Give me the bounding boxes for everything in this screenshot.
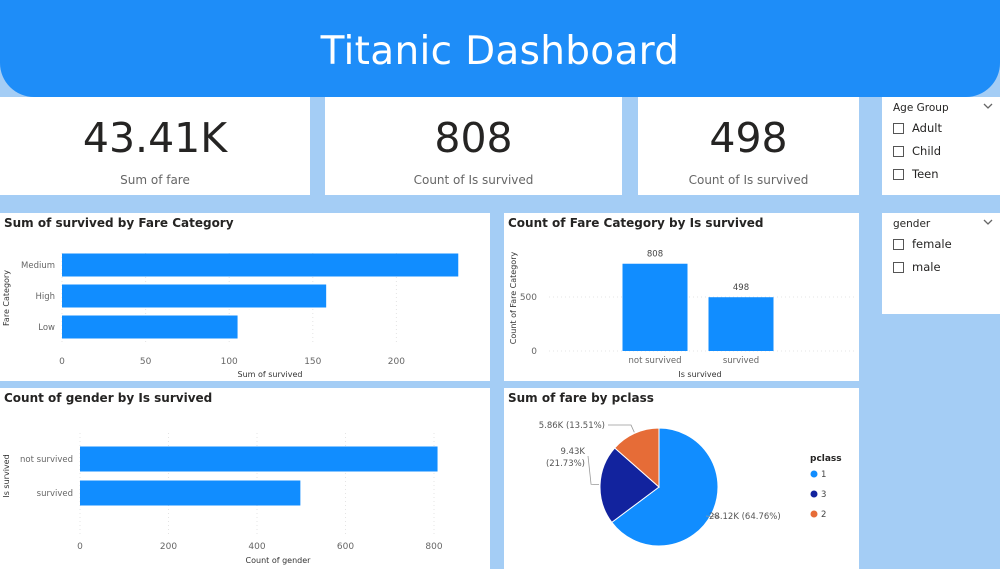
x-tick-label: 200 — [388, 357, 405, 367]
kpi-value: 43.41K — [82, 114, 228, 162]
data-label: 28.12K (64.76%) — [709, 512, 781, 522]
chart-fare-by-pclass[interactable]: Sum of fare by pclass 28.12K (64.76%) 9.4… — [504, 388, 859, 569]
y-tick-label: 0 — [531, 347, 537, 357]
category-label: Medium — [21, 261, 55, 271]
x-tick-label: 800 — [425, 542, 442, 552]
kpi-value: 498 — [709, 114, 788, 162]
y-axis-title: Count of Fare Category — [509, 252, 518, 345]
bar-chart-fare-category: 0 50 100 150 200 Medium High Low Sum of survived… — [2, 253, 459, 379]
x-tick-label: 600 — [337, 542, 354, 552]
kpi-card-count-survived[interactable]: 498 Count of Is survived — [638, 97, 859, 195]
leader-line — [607, 424, 635, 433]
category-label: Low — [38, 323, 55, 333]
kpi-card-sum-of-fare[interactable]: 43.41K Sum of fare — [0, 97, 310, 195]
slicer-option-male[interactable]: male — [893, 260, 941, 274]
checkbox[interactable] — [893, 261, 904, 273]
data-label: 9.43K — [561, 447, 586, 457]
option-label: Adult — [912, 121, 942, 135]
checkbox[interactable] — [893, 238, 904, 250]
pie-slice-1 — [611, 427, 719, 547]
pie-slice-3 — [599, 447, 660, 524]
chart-title: Count of gender by Is survived — [4, 391, 213, 405]
slicer-option-teen[interactable]: Teen — [893, 167, 939, 181]
legend-item: 2 — [821, 510, 826, 520]
legend-marker — [810, 510, 818, 518]
checkbox[interactable] — [893, 122, 904, 134]
x-tick-label: 0 — [77, 542, 83, 552]
leader-line — [587, 455, 600, 485]
option-label: male — [912, 260, 941, 274]
category-label: not survived — [629, 356, 682, 366]
data-label: (21.73%) — [546, 459, 585, 469]
column-survived — [708, 297, 774, 351]
chart-title: Sum of survived by Fare Category — [4, 216, 234, 230]
legend-marker — [810, 470, 818, 478]
bar-chart-gender: 0 200 400 600 800 not survived survived Count o… — [2, 433, 443, 565]
category-label: survived — [723, 356, 759, 366]
checkbox[interactable] — [893, 168, 904, 180]
bar-survived — [80, 480, 301, 506]
bar-high — [62, 284, 327, 308]
chevron-down-icon[interactable] — [982, 100, 994, 112]
legend-title: pclass — [810, 454, 842, 464]
x-tick-label: 200 — [160, 542, 177, 552]
x-axis-title: Count of gender — [246, 556, 312, 565]
data-label: 5.86K (13.51%) — [539, 421, 605, 431]
chart-title: Sum of fare by pclass — [508, 391, 654, 405]
y-axis-title: Fare Category — [2, 270, 11, 326]
x-axis-title: Sum of survived — [238, 370, 303, 379]
slicer-option-female[interactable]: female — [893, 237, 952, 251]
data-label: 808 — [647, 250, 663, 260]
legend-item: 1 — [821, 470, 826, 480]
x-tick-label: 150 — [304, 357, 321, 367]
slicer-title: Age Group — [893, 102, 949, 114]
dashboard-title: Titanic Dashboard — [320, 29, 680, 74]
gender-slicer[interactable]: gender female male — [882, 213, 1000, 314]
x-tick-label: 0 — [59, 357, 65, 367]
x-tick-label: 400 — [248, 542, 265, 552]
kpi-label: Sum of fare — [120, 173, 190, 187]
column-not-survived — [622, 263, 688, 351]
chart-title: Count of Fare Category by Is survived — [508, 216, 764, 230]
slicer-option-child[interactable]: Child — [893, 144, 941, 158]
x-tick-label: 100 — [221, 357, 238, 367]
option-label: Teen — [912, 167, 939, 181]
dashboard-header: Titanic Dashboard — [0, 0, 1000, 97]
x-axis-title: Is survived — [678, 370, 721, 379]
x-tick-label: 50 — [140, 357, 152, 367]
chevron-down-icon[interactable] — [982, 216, 994, 228]
leader-line — [705, 513, 720, 518]
bar-medium — [62, 253, 459, 277]
chart-gender-by-survived[interactable]: Count of gender by Is survived 0 200 400 60… — [0, 388, 490, 569]
chart-fare-category-by-survived[interactable]: Count of Fare Category by Is survived 0 5… — [504, 213, 859, 381]
option-label: female — [912, 237, 952, 251]
kpi-label: Count of Is survived — [688, 173, 809, 187]
kpi-value: 808 — [434, 114, 513, 162]
chart-survived-by-fare-category[interactable]: Sum of survived by Fare Category 0 50 100 1… — [0, 213, 490, 381]
pie-slice-2 — [614, 427, 660, 489]
slicer-option-adult[interactable]: Adult — [893, 121, 942, 135]
category-label: High — [35, 292, 55, 302]
slicer-title: gender — [893, 218, 931, 230]
bar-not-survived — [80, 446, 438, 472]
category-label: not survived — [20, 455, 73, 465]
pie-chart-pclass: 28.12K (64.76%) 9.43K (21.73%) 5.86K (13.51… — [539, 421, 842, 547]
kpi-card-count-not-survived[interactable]: 808 Count of Is survived — [325, 97, 622, 195]
y-axis-title: Is survived — [2, 454, 11, 497]
bar-low — [62, 315, 238, 339]
option-label: Child — [912, 144, 942, 158]
age-group-slicer[interactable]: Age Group Adult Child Teen — [882, 97, 1000, 195]
data-label: 498 — [733, 283, 749, 293]
kpi-label: Count of Is survived — [413, 173, 534, 187]
y-tick-label: 500 — [520, 293, 537, 303]
legend-marker — [810, 490, 818, 498]
category-label: survived — [37, 489, 73, 499]
checkbox[interactable] — [893, 145, 904, 157]
legend-item: 3 — [821, 490, 826, 500]
